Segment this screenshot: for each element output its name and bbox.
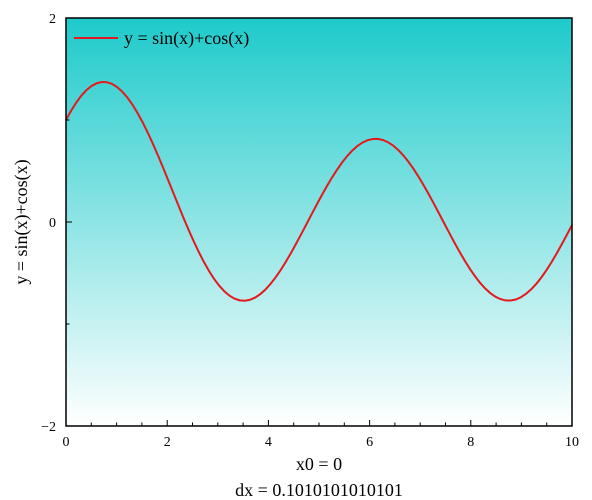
y-axis-label: y = sin(x)+cos(x) <box>11 159 32 284</box>
y-axis-ticks: −2 0 2 <box>41 12 72 435</box>
x-axis-label-line-1: x0 = 0 <box>296 454 342 474</box>
x-tick-label: 4 <box>265 435 272 450</box>
y-tick-label: 2 <box>49 12 56 27</box>
x-tick-label: 2 <box>164 435 171 450</box>
x-tick-label: 0 <box>63 435 70 450</box>
x-tick-label: 8 <box>467 435 474 450</box>
series-line <box>65 80 573 302</box>
plot-background <box>66 18 572 426</box>
x-axis-label-line-2: dx = 0.1010101010101 <box>235 480 403 500</box>
x-axis-ticks: 0 2 4 6 8 10 <box>63 420 579 450</box>
y-tick-label: 0 <box>49 216 56 231</box>
legend: y = sin(x)+cos(x) <box>74 28 249 49</box>
x-tick-label: 6 <box>366 435 373 450</box>
y-tick-label: −2 <box>41 420 56 435</box>
x-tick-label: 10 <box>565 435 579 450</box>
legend-label: y = sin(x)+cos(x) <box>124 28 249 49</box>
